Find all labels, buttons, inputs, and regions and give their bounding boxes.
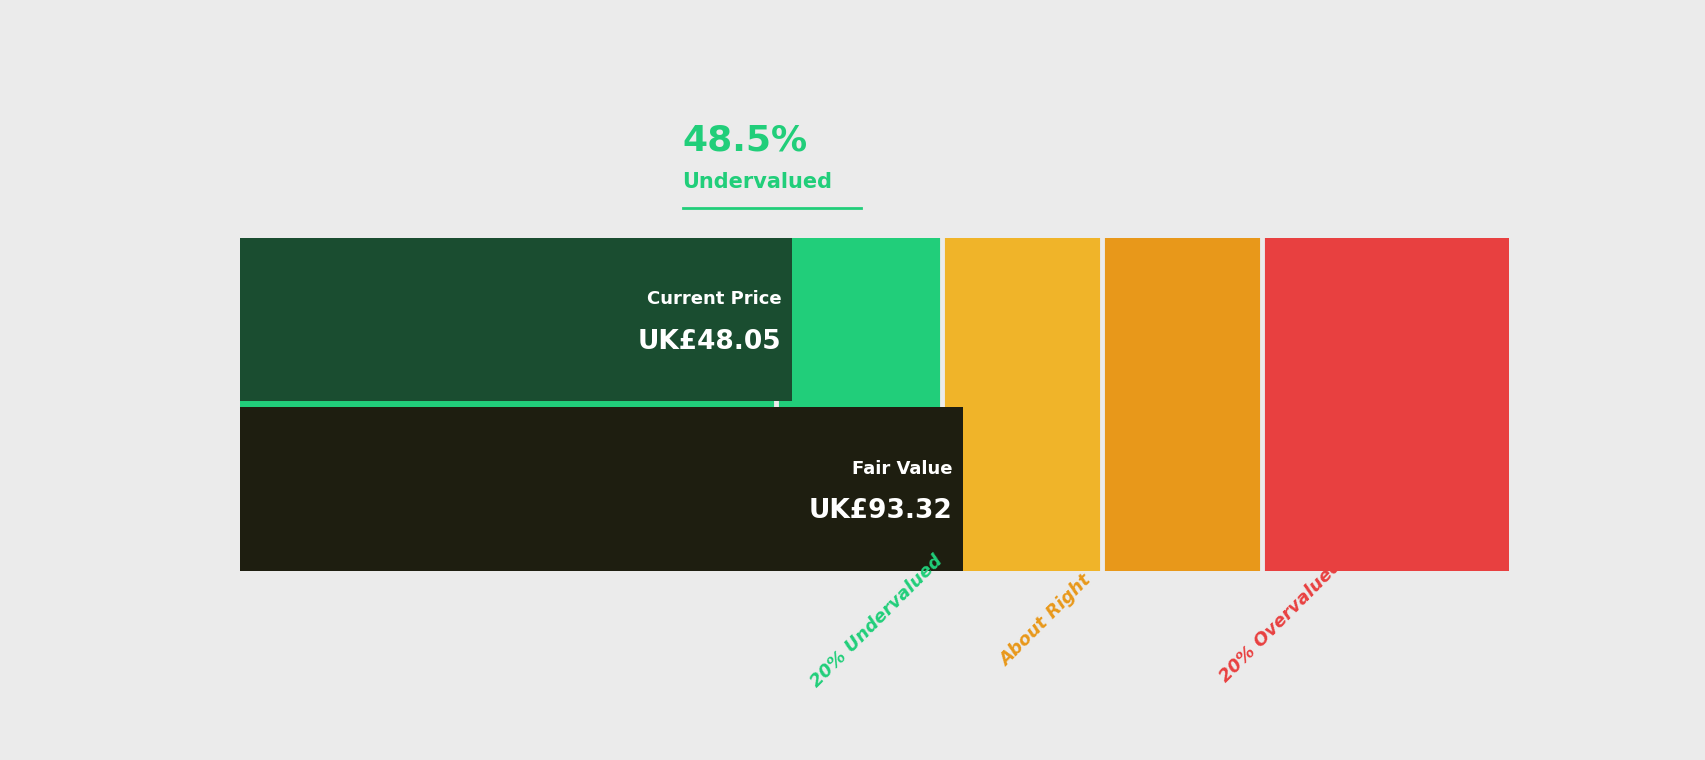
Bar <box>1262 237 1509 571</box>
Bar <box>776 237 941 571</box>
Text: UK£48.05: UK£48.05 <box>638 328 781 355</box>
Text: About Right: About Right <box>996 572 1095 670</box>
Text: Current Price: Current Price <box>646 290 781 308</box>
Bar <box>941 237 1101 571</box>
Text: 48.5%: 48.5% <box>682 124 806 158</box>
Text: 20% Overvalued: 20% Overvalued <box>1216 556 1345 686</box>
Bar <box>1101 237 1262 571</box>
Text: Undervalued: Undervalued <box>682 172 832 192</box>
Bar <box>239 238 791 401</box>
Bar <box>239 407 963 571</box>
Text: Fair Value: Fair Value <box>851 460 951 477</box>
Bar <box>239 237 776 571</box>
Text: UK£93.32: UK£93.32 <box>808 499 951 524</box>
Text: 20% Undervalued: 20% Undervalued <box>806 551 946 690</box>
